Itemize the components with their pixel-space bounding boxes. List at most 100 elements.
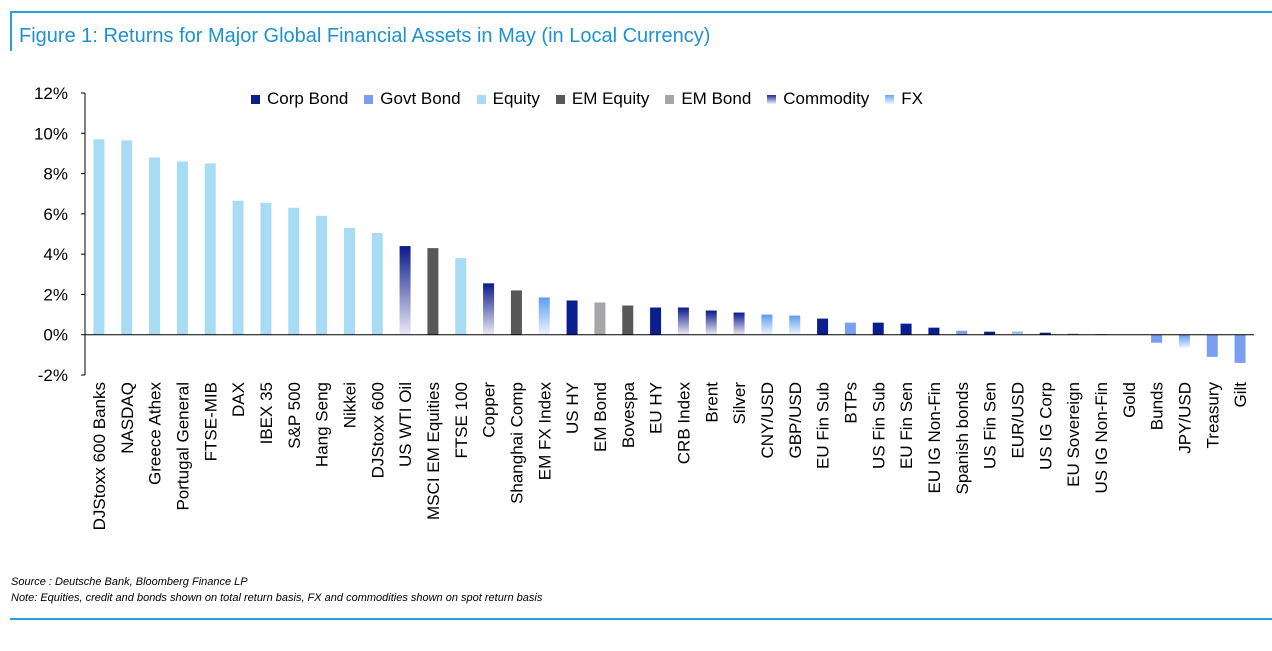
legend-item-govt-bond: Govt Bond <box>364 89 461 109</box>
bar-eu-fin-sen <box>900 323 912 335</box>
legend-swatch <box>555 94 565 104</box>
bar-gilt <box>1234 334 1246 363</box>
bar-djstoxx-600-banks <box>93 139 105 335</box>
x-tick-label: Spanish bonds <box>953 382 972 494</box>
x-tick-label: US Fin Sub <box>869 382 888 469</box>
bar-us-fin-sub <box>872 322 884 335</box>
x-tick-label: CNY/USD <box>758 382 777 459</box>
legend-label: FX <box>901 89 923 108</box>
bar-msci-em-equities <box>427 248 439 335</box>
legend-swatch <box>767 94 777 104</box>
x-tick-label: DAX <box>229 382 248 417</box>
bar-ibex-35 <box>260 202 272 335</box>
figure-title: Figure 1: Returns for Major Global Finan… <box>19 25 711 47</box>
legend-label: EM Equity <box>571 89 650 108</box>
bar-crb-index <box>677 307 689 335</box>
top-rule <box>10 11 1272 13</box>
legend-item-corp-bond: Corp Bond <box>251 89 348 109</box>
x-tick-label: Hang Seng <box>313 382 332 467</box>
legend-swatch <box>476 94 486 104</box>
x-tick-label: US IG Non-Fin <box>1092 382 1111 493</box>
bar-nasdaq <box>121 140 133 335</box>
x-tick-label: DJStoxx 600 <box>368 382 387 478</box>
x-tick-label: NASDAQ <box>118 382 137 454</box>
bar-eur-usd <box>1011 331 1023 335</box>
y-tick-label: 12% <box>34 84 68 103</box>
x-tick-label: EU Fin Sen <box>897 382 916 469</box>
bottom-rule <box>10 618 1272 620</box>
x-tick-label: US IG Corp <box>1036 382 1055 470</box>
legend-item-commodity: Commodity <box>767 89 869 109</box>
x-tick-label: Portugal General <box>173 382 192 511</box>
legend-item-em-equity: EM Equity <box>555 89 650 109</box>
x-tick-label: Bunds <box>1148 382 1167 430</box>
x-tick-label: MSCI EM Equities <box>424 382 443 520</box>
x-tick-label: Gold <box>1120 382 1139 418</box>
x-tick-label: US WTI Oil <box>396 382 415 467</box>
bar-greece-athex <box>149 157 161 335</box>
bar-s-p-500 <box>288 207 300 335</box>
legend-item-fx: FX <box>885 89 923 109</box>
y-tick-label: 6% <box>43 205 68 224</box>
bar-copper <box>483 283 495 335</box>
bar-em-fx-index <box>538 297 550 335</box>
x-tick-label: IBEX 35 <box>257 382 276 444</box>
bar-us-ig-corp <box>1039 332 1051 335</box>
x-tick-label: GBP/USD <box>786 382 805 459</box>
y-tick-label: 10% <box>34 124 68 143</box>
legend-label: Govt Bond <box>380 89 461 108</box>
methodology-note: Note: Equities, credit and bonds shown o… <box>11 592 543 604</box>
legend-label: Commodity <box>783 89 870 108</box>
bar-shanghai-comp <box>510 290 522 335</box>
x-tick-label: Bovespa <box>619 381 638 448</box>
bar-djstoxx-600 <box>371 232 383 335</box>
legend-item-equity: Equity <box>476 89 540 109</box>
x-tick-label: US Fin Sen <box>981 382 1000 469</box>
bar-silver <box>733 312 745 335</box>
legend-swatch <box>665 94 675 104</box>
bar-jpy-usd <box>1178 334 1190 348</box>
bar-eu-fin-sub <box>817 318 829 335</box>
legend-label: Corp Bond <box>267 89 349 108</box>
bar-ftse-100 <box>455 258 467 335</box>
legend-label: Equity <box>492 89 540 108</box>
y-tick-label: 8% <box>43 165 68 184</box>
x-tick-label: Copper <box>480 382 499 438</box>
bar-nikkei <box>343 227 355 335</box>
left-rule <box>10 11 12 51</box>
legend-swatch <box>364 94 374 104</box>
x-tick-label: BTPs <box>841 382 860 424</box>
bar-portugal-general <box>176 161 188 335</box>
source-note: Source : Deutsche Bank, Bloomberg Financ… <box>11 576 248 588</box>
bar-chart: 12% 10% 8% 6% 4% 2% 0% -2% DJStoxx 600 Banks NAS… <box>34 84 1254 530</box>
x-tick-label: EU Sovereign <box>1064 382 1083 487</box>
legend-swatch <box>885 94 895 104</box>
x-tick-label: Nikkei <box>340 382 359 428</box>
x-tick-label: CRB Index <box>674 382 693 465</box>
x-tick-label: FTSE 100 <box>452 382 471 459</box>
y-axis: 12% 10% 8% 6% 4% 2% 0% -2% <box>34 84 86 385</box>
bar-brent <box>705 310 717 335</box>
legend-swatch <box>251 94 260 104</box>
bar-eu-hy <box>650 307 662 335</box>
bar-dax <box>232 200 244 335</box>
x-tick-label: Shanghai Comp <box>507 382 526 504</box>
x-tick-label: DJStoxx 600 Banks <box>90 382 109 530</box>
legend-item-em-bond: EM Bond <box>665 89 751 109</box>
x-tick-label: Gilt <box>1231 382 1250 408</box>
x-tick-label: EM Bond <box>591 382 610 452</box>
x-tick-label: US HY <box>563 382 582 434</box>
x-tick-label: EUR/USD <box>1008 382 1027 459</box>
bar-us-fin-sen <box>984 331 996 335</box>
x-tick-label: Brent <box>702 382 721 423</box>
bar-treasury <box>1206 334 1218 357</box>
x-axis-labels: DJStoxx 600 Banks NASDAQ Greece Athex Portu… <box>90 381 1250 530</box>
bar-gbp-usd <box>789 315 801 335</box>
bar-us-wti-oil <box>399 246 411 335</box>
legend-label: EM Bond <box>681 89 752 108</box>
x-tick-label: Silver <box>730 382 749 425</box>
x-tick-label: S&P 500 <box>285 382 304 449</box>
x-tick-label: EU Fin Sub <box>814 382 833 469</box>
bar-hang-seng <box>316 215 328 335</box>
y-tick-label: 4% <box>43 245 68 264</box>
